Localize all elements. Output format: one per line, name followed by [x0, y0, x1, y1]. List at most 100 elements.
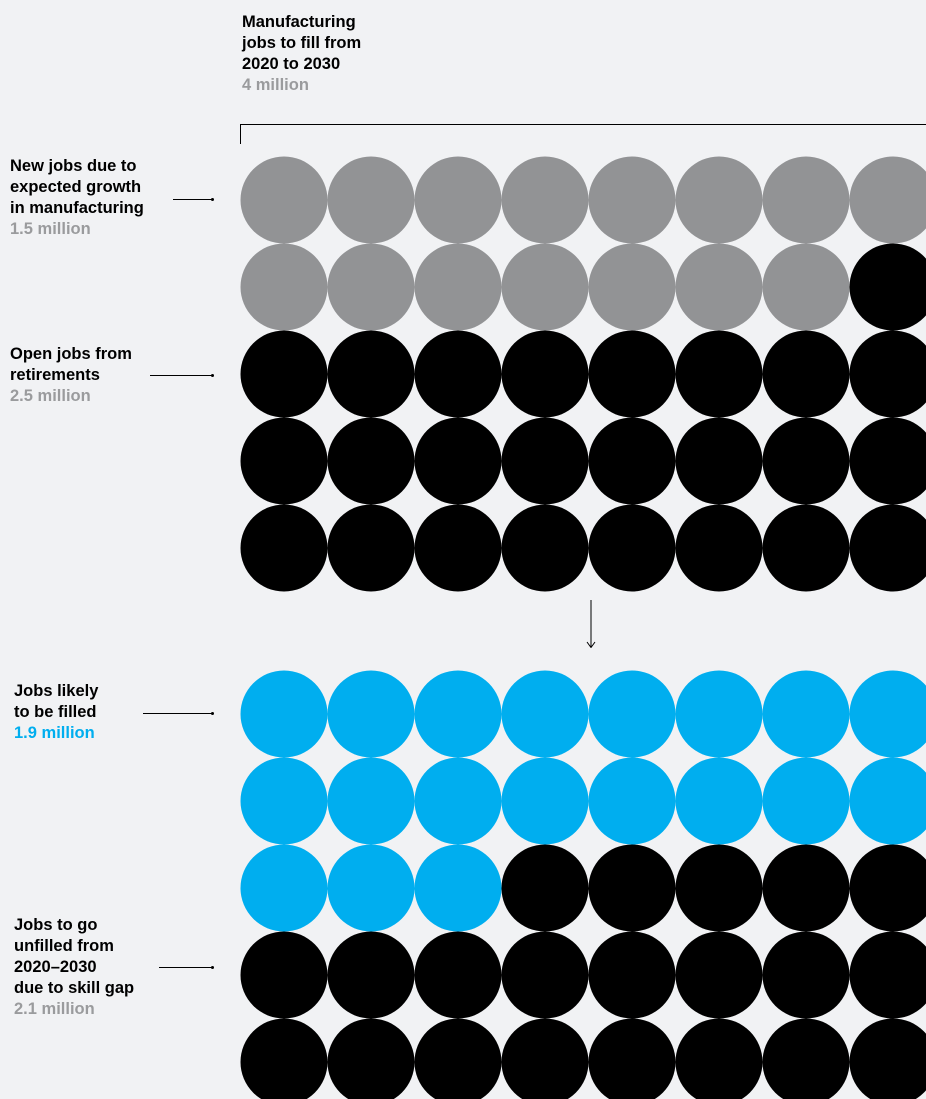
dot-top-17 — [240, 330, 328, 418]
dot-bottom-5 — [588, 670, 676, 758]
dot-bottom-27 — [414, 931, 502, 1019]
down-arrow-icon — [586, 600, 596, 653]
dot-bottom-11 — [414, 757, 502, 845]
dot-top-31 — [762, 417, 850, 505]
dot-bottom-21 — [588, 844, 676, 932]
dot-bottom-40 — [849, 1018, 926, 1099]
total-value: 4 million — [242, 76, 309, 94]
dot-bottom-7 — [762, 670, 850, 758]
dot-bottom-34 — [327, 1018, 415, 1099]
dot-top-2 — [327, 156, 415, 244]
dot-top-24 — [849, 330, 926, 418]
dot-top-30 — [675, 417, 763, 505]
connector-new-jobs — [173, 198, 214, 201]
dot-top-5 — [588, 156, 676, 244]
dot-bottom-30 — [675, 931, 763, 1019]
dot-top-9 — [240, 243, 328, 331]
label-retirements-value: 2.5 million — [10, 387, 91, 405]
dot-top-21 — [588, 330, 676, 418]
dot-top-35 — [414, 504, 502, 592]
dot-bottom-20 — [501, 844, 589, 932]
dot-bottom-33 — [240, 1018, 328, 1099]
dot-bottom-2 — [327, 670, 415, 758]
dot-bottom-36 — [501, 1018, 589, 1099]
dot-top-23 — [762, 330, 850, 418]
total-bracket — [240, 124, 926, 144]
dot-bottom-4 — [501, 670, 589, 758]
dot-bottom-19 — [414, 844, 502, 932]
dot-top-11 — [414, 243, 502, 331]
dot-top-40 — [849, 504, 926, 592]
dot-top-32 — [849, 417, 926, 505]
dot-top-29 — [588, 417, 676, 505]
title-text: Manufacturing jobs to fill from 2020 to … — [242, 13, 362, 73]
dot-top-7 — [762, 156, 850, 244]
label-filled: Jobs likely to be filled 1.9 million — [14, 681, 98, 744]
dot-top-26 — [327, 417, 415, 505]
grid-top — [240, 156, 926, 592]
dot-top-20 — [501, 330, 589, 418]
dot-bottom-9 — [240, 757, 328, 845]
dot-top-1 — [240, 156, 328, 244]
label-retirements-text: Open jobs from retirements — [10, 345, 132, 384]
label-unfilled: Jobs to go unfilled from 2020–2030 due t… — [14, 915, 134, 1020]
dot-bottom-17 — [240, 844, 328, 932]
dot-top-27 — [414, 417, 502, 505]
dot-bottom-22 — [675, 844, 763, 932]
label-new-jobs-text: New jobs due to expected growth in manuf… — [10, 157, 144, 217]
dot-bottom-12 — [501, 757, 589, 845]
dot-bottom-15 — [762, 757, 850, 845]
dot-bottom-16 — [849, 757, 926, 845]
dot-bottom-26 — [327, 931, 415, 1019]
dot-bottom-23 — [762, 844, 850, 932]
dot-bottom-25 — [240, 931, 328, 1019]
dot-top-8 — [849, 156, 926, 244]
dot-bottom-37 — [588, 1018, 676, 1099]
connector-retirements — [150, 374, 214, 377]
dot-top-19 — [414, 330, 502, 418]
dot-bottom-28 — [501, 931, 589, 1019]
dot-top-28 — [501, 417, 589, 505]
dot-bottom-6 — [675, 670, 763, 758]
dot-bottom-35 — [414, 1018, 502, 1099]
dot-top-38 — [675, 504, 763, 592]
dot-top-39 — [762, 504, 850, 592]
dot-bottom-13 — [588, 757, 676, 845]
dot-top-22 — [675, 330, 763, 418]
dot-top-37 — [588, 504, 676, 592]
dot-top-14 — [675, 243, 763, 331]
dot-bottom-14 — [675, 757, 763, 845]
dot-top-15 — [762, 243, 850, 331]
label-retirements: Open jobs from retirements 2.5 million — [10, 344, 132, 407]
dot-bottom-18 — [327, 844, 415, 932]
dot-top-16 — [849, 243, 926, 331]
label-unfilled-value: 2.1 million — [14, 1000, 95, 1018]
label-unfilled-text: Jobs to go unfilled from 2020–2030 due t… — [14, 916, 135, 997]
label-new-jobs-value: 1.5 million — [10, 220, 91, 238]
dot-bottom-8 — [849, 670, 926, 758]
dot-top-36 — [501, 504, 589, 592]
dot-top-12 — [501, 243, 589, 331]
dot-bottom-1 — [240, 670, 328, 758]
dot-top-34 — [327, 504, 415, 592]
label-new-jobs: New jobs due to expected growth in manuf… — [10, 156, 144, 240]
label-filled-text: Jobs likely to be filled — [14, 682, 99, 721]
label-filled-value: 1.9 million — [14, 724, 95, 742]
dot-bottom-32 — [849, 931, 926, 1019]
dot-bottom-24 — [849, 844, 926, 932]
dot-bottom-29 — [588, 931, 676, 1019]
dot-bottom-3 — [414, 670, 502, 758]
dot-top-33 — [240, 504, 328, 592]
dot-bottom-10 — [327, 757, 415, 845]
dot-top-10 — [327, 243, 415, 331]
dot-bottom-38 — [675, 1018, 763, 1099]
dot-top-3 — [414, 156, 502, 244]
dot-top-18 — [327, 330, 415, 418]
connector-filled — [143, 712, 214, 715]
connector-unfilled — [159, 966, 214, 969]
dot-bottom-39 — [762, 1018, 850, 1099]
dot-top-13 — [588, 243, 676, 331]
dot-top-6 — [675, 156, 763, 244]
chart-title: Manufacturing jobs to fill from 2020 to … — [242, 12, 361, 96]
